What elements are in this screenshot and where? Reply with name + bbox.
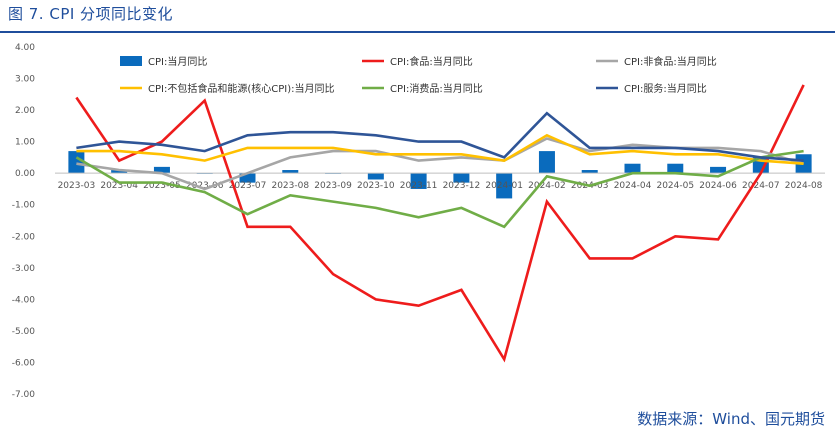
x-tick-label: 2024-01 <box>485 181 523 191</box>
line-series-3 <box>76 133 804 165</box>
line-series-4 <box>75 149 804 229</box>
x-tick-label: 2024-08 <box>785 181 823 191</box>
x-tick-label: 2023-10 <box>357 181 395 191</box>
legend-label: CPI:当月同比 <box>148 55 207 68</box>
bar-2023-04 <box>111 170 128 174</box>
x-tick-label: 2024-07 <box>742 181 780 191</box>
line-series-5 <box>76 111 804 162</box>
x-tick-label: 2023-09 <box>314 181 352 191</box>
bar-2024-03 <box>581 170 598 174</box>
x-tick-label: 2023-06 <box>186 181 224 191</box>
title-divider <box>0 31 835 33</box>
bar-2023-05 <box>153 166 170 174</box>
bar-2024-05 <box>667 163 684 174</box>
x-tick-label: 2024-06 <box>699 181 737 191</box>
y-tick-label: 0.00 <box>15 169 35 179</box>
y-tick-label: -1.00 <box>12 201 36 211</box>
line-series-1 <box>75 84 805 363</box>
bar-2023-10 <box>367 173 384 180</box>
bar-2023-08 <box>282 170 299 174</box>
x-tick-label: 2023-11 <box>400 181 438 191</box>
y-tick-label: 2.00 <box>15 106 35 116</box>
x-tick-label: 2024-04 <box>614 181 652 191</box>
x-tick-label: 2023-12 <box>443 181 481 191</box>
chart-title: 图 7. CPI 分项同比变化 <box>8 5 174 23</box>
x-tick-label: 2023-07 <box>229 181 267 191</box>
y-tick-label: -2.00 <box>12 232 36 242</box>
source-note: 数据来源：Wind、国元期货 <box>637 410 825 428</box>
legend-label: CPI:非食品:当月同比 <box>624 55 717 68</box>
y-tick-label: -3.00 <box>12 264 36 274</box>
legend-label: CPI:消费品:当月同比 <box>390 82 483 95</box>
bar-2024-08 <box>795 154 812 174</box>
x-tick-label: 2024-02 <box>528 181 566 191</box>
line-series-2 <box>76 137 804 191</box>
bar-2024-02 <box>538 151 555 174</box>
legend-label: CPI:食品:当月同比 <box>390 55 473 68</box>
x-tick-label: 2023-05 <box>143 181 181 191</box>
bar-2023-07 <box>239 173 256 183</box>
bar-2023-12 <box>453 173 470 183</box>
bar-2023-03 <box>68 151 85 174</box>
y-axis: 4.00 3.00 2.00 1.00 0.00 -1.00 -2.00 -3.00 -4.00… <box>12 43 36 400</box>
bar-2023-11 <box>410 173 427 189</box>
y-tick-label: -6.00 <box>12 358 36 368</box>
y-tick-label: -5.00 <box>12 327 36 337</box>
bar-2024-04 <box>624 163 641 174</box>
x-tick-label: 2023-04 <box>100 181 138 191</box>
bar-2024-06 <box>710 166 727 174</box>
line-series <box>75 84 805 363</box>
y-tick-label: 1.00 <box>15 138 35 148</box>
legend-label: CPI:不包括食品和能源(核心CPI):当月同比 <box>148 82 334 95</box>
y-tick-label: 3.00 <box>15 75 35 85</box>
legend-swatch <box>120 56 142 66</box>
x-tick-label: 2023-08 <box>271 181 309 191</box>
legend: CPI:当月同比 CPI:食品:当月同比 CPI:非食品:当月同比 CPI:不包括食品… <box>120 55 717 95</box>
y-tick-label: 4.00 <box>15 43 35 53</box>
legend-label: CPI:服务:当月同比 <box>624 82 707 95</box>
y-tick-label: -4.00 <box>12 295 36 305</box>
bar-2024-01 <box>496 173 513 199</box>
y-tick-label: -7.00 <box>12 390 36 400</box>
x-tick-label: 2024-05 <box>656 181 694 191</box>
x-tick-label: 2023-03 <box>58 181 96 191</box>
